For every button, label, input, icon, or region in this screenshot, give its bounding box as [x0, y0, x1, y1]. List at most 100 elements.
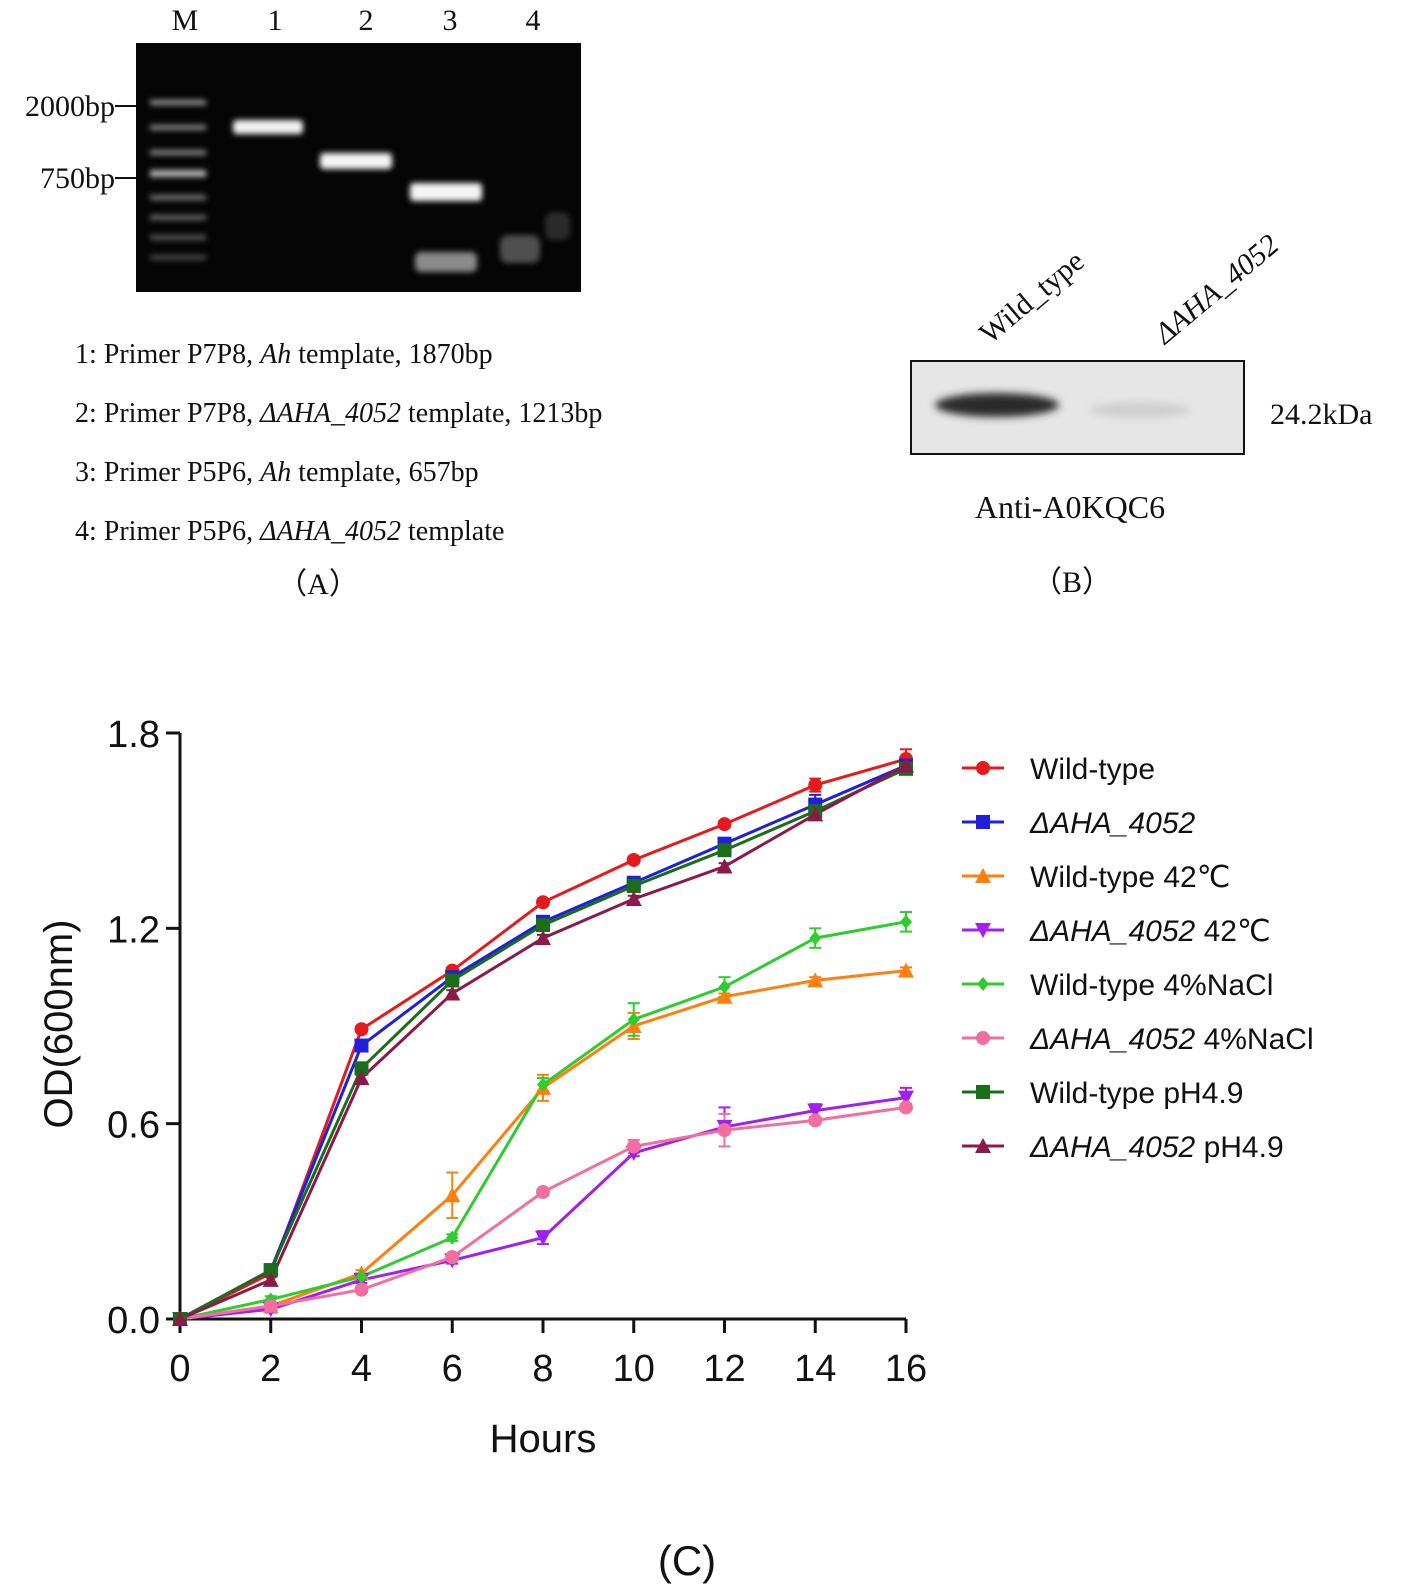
legend-label: Wild-type pH4.9 — [1030, 1077, 1243, 1110]
y-axis-label: OD(600nm) — [37, 920, 81, 1129]
legend-label: ΔAHA_4052 4%NaCl — [1029, 1023, 1314, 1056]
x-tick-label: 4 — [351, 1348, 372, 1390]
data-point — [263, 1298, 278, 1313]
data-point — [899, 1100, 913, 1115]
legend-item-1: Wild-type — [962, 753, 1155, 786]
ladder-band — [150, 235, 206, 240]
ladder-band — [150, 150, 206, 155]
legend-swatch-marker — [975, 868, 991, 883]
data-point — [807, 972, 824, 988]
data-point — [536, 1185, 550, 1200]
data-point — [446, 1230, 459, 1245]
lane4-smear — [500, 235, 540, 263]
lane4-smear — [545, 212, 570, 240]
data-point — [808, 778, 823, 793]
blot-lane-label-mutant: ΔAHA_4052 — [1148, 228, 1286, 351]
blot-lane-label-wild-type: Wild_type — [973, 244, 1090, 350]
data-point — [809, 931, 822, 946]
data-point — [353, 1070, 370, 1086]
ladder-band — [150, 255, 206, 260]
data-point — [444, 1187, 461, 1203]
marker-2000bp: 2000bp — [25, 90, 115, 123]
data-point — [445, 1250, 460, 1265]
gel-lane-label-3: 3 — [443, 4, 458, 37]
ladder-band — [150, 170, 206, 177]
data-point — [718, 979, 731, 994]
legend-item-8: ΔAHA_4052 pH4.9 — [962, 1131, 1284, 1164]
panel-a: M 1 2 3 4 20 — [25, 4, 602, 601]
x-axis-label: Hours — [490, 1417, 597, 1461]
panel-b-caption: （B） — [1032, 566, 1112, 599]
series-line-4 — [179, 1096, 907, 1321]
series-line-5 — [179, 920, 907, 1321]
data-point — [536, 918, 550, 933]
legend-label: ΔAHA_4052 — [1029, 807, 1196, 840]
ladder-band — [150, 125, 206, 130]
data-point — [716, 988, 733, 1004]
legend-swatch-marker — [977, 977, 989, 991]
legend-label: Wild-type — [1030, 753, 1155, 786]
y-tick-label: 1.8 — [107, 714, 160, 756]
data-point — [717, 843, 732, 858]
legend-label: ΔAHA_4052 pH4.9 — [1029, 1131, 1284, 1164]
legend-item-4: ΔAHA_4052 42℃ — [962, 915, 1271, 948]
legend-swatch-marker — [975, 923, 991, 938]
panel-c-caption: (C) — [658, 1537, 716, 1584]
lane1-band — [233, 120, 303, 134]
legend-item-2: ΔAHA_4052 — [962, 807, 1196, 840]
blot-band-wild-type — [935, 393, 1059, 417]
data-point — [537, 1077, 549, 1092]
gel-lane-label-m: M — [172, 4, 199, 37]
gel-legend-line-3: 3: Primer P5P6, Ah template, 657bp — [75, 457, 479, 488]
data-point — [717, 817, 732, 832]
legend-item-5: Wild-type 4%NaCl — [962, 969, 1273, 1002]
gel-legend-line-2: 2: Primer P7P8, ΔAHA_4052 template, 1213… — [75, 398, 602, 429]
x-tick-label: 16 — [885, 1348, 927, 1390]
data-point — [354, 1022, 369, 1037]
data-point — [445, 973, 460, 988]
data-point — [626, 1139, 641, 1154]
y-tick-label: 0.6 — [107, 1105, 160, 1147]
data-point — [807, 806, 824, 822]
lane3-band — [410, 183, 482, 201]
data-point — [716, 858, 733, 874]
data-point — [898, 1090, 914, 1106]
ladder-band — [150, 195, 206, 200]
legend-item-3: Wild-type 42℃ — [962, 861, 1230, 894]
data-point — [354, 1061, 369, 1076]
x-tick-label: 0 — [169, 1348, 190, 1390]
data-point — [627, 1012, 640, 1027]
marker-750bp: 750bp — [40, 162, 115, 195]
y-tick-label: 1.2 — [107, 909, 160, 951]
lane3-primer-dimer — [415, 252, 477, 272]
data-point — [263, 1263, 278, 1278]
data-point — [807, 1103, 824, 1119]
gel-lane-label-1: 1 — [268, 4, 283, 37]
data-point — [717, 1123, 732, 1138]
gel-lane-label-2: 2 — [359, 4, 374, 37]
legend-swatch-marker — [976, 1085, 990, 1099]
data-point — [808, 1113, 823, 1128]
x-tick-label: 12 — [703, 1348, 745, 1390]
series-line-3 — [179, 969, 907, 1321]
data-point — [172, 1311, 188, 1326]
legend-item-6: ΔAHA_4052 4%NaCl — [962, 1023, 1314, 1056]
series-line-6 — [179, 1105, 907, 1321]
data-point — [536, 895, 550, 910]
data-point — [535, 930, 551, 946]
legend-swatch-marker — [976, 761, 990, 775]
panel-a-caption: （A） — [277, 568, 359, 601]
x-tick-label: 2 — [260, 1348, 281, 1390]
lane2-band — [320, 153, 392, 169]
data-point — [900, 914, 912, 929]
data-point — [535, 1230, 551, 1246]
data-point — [626, 852, 641, 867]
data-point — [626, 879, 641, 894]
gel-lane-label-4: 4 — [526, 4, 541, 37]
legend-label: ΔAHA_4052 42℃ — [1029, 915, 1271, 948]
data-point — [625, 891, 642, 907]
data-point — [898, 962, 914, 978]
y-tick-label: 0.0 — [107, 1300, 160, 1342]
